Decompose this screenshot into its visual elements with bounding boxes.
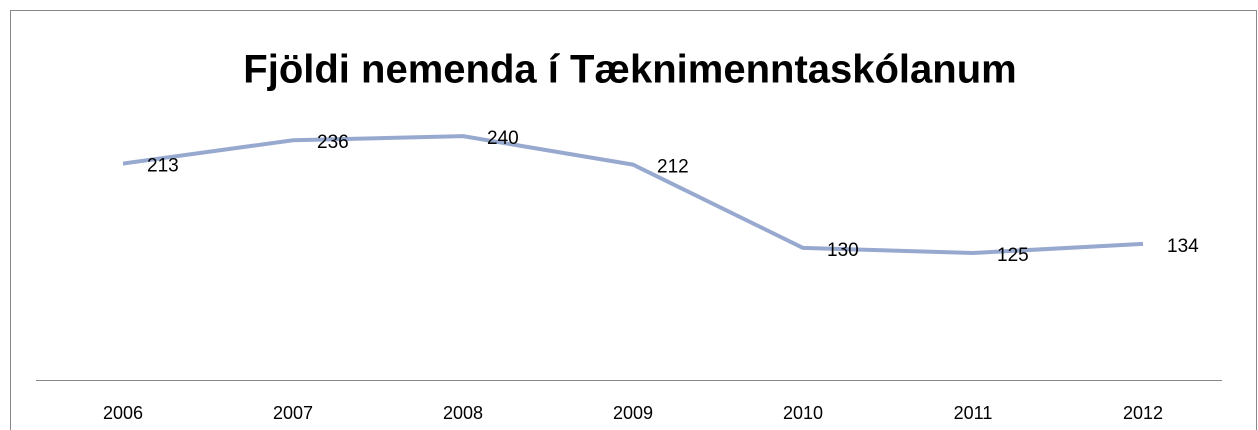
data-label: 125 <box>997 245 1029 266</box>
data-label: 212 <box>657 157 689 178</box>
chart-title: Fjöldi nemenda í Tæknimenntaskólanum <box>243 48 1016 92</box>
data-label: 130 <box>827 240 859 261</box>
chart-frame <box>10 10 1257 430</box>
data-label: 240 <box>487 128 519 149</box>
x-tick-label: 2008 <box>443 403 483 423</box>
data-label: 134 <box>1167 236 1199 257</box>
x-tick-label: 2011 <box>954 403 993 423</box>
x-tick-label: 2012 <box>1123 403 1163 423</box>
x-tick-label: 2009 <box>613 403 653 423</box>
data-label: 236 <box>317 132 349 153</box>
data-label: 213 <box>147 156 179 177</box>
x-tick-label: 2007 <box>273 403 313 423</box>
data-line <box>122 134 1144 255</box>
x-tick-label: 2006 <box>103 403 143 423</box>
x-tick-label: 2010 <box>783 403 823 423</box>
